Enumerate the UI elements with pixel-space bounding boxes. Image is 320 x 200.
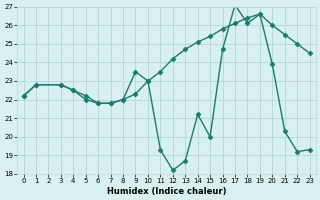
X-axis label: Humidex (Indice chaleur): Humidex (Indice chaleur) <box>107 187 226 196</box>
